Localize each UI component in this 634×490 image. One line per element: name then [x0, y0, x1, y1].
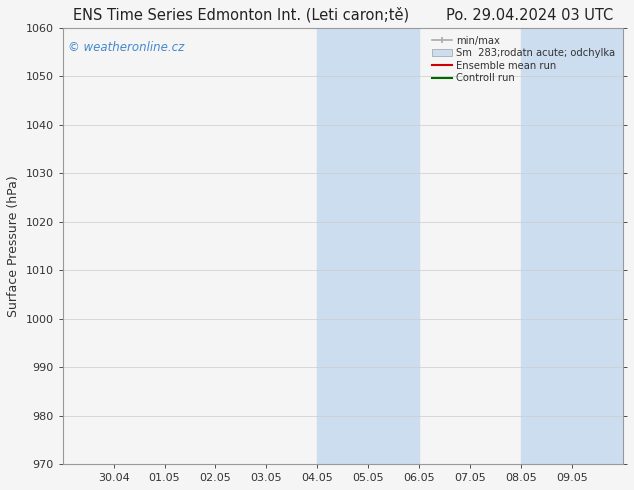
Y-axis label: Surface Pressure (hPa): Surface Pressure (hPa) [7, 175, 20, 317]
Text: © weatheronline.cz: © weatheronline.cz [68, 41, 184, 54]
Bar [317, 28, 419, 464]
Legend: min/max, Sm  283;rodatn acute; odchylka, Ensemble mean run, Controll run: min/max, Sm 283;rodatn acute; odchylka, … [429, 33, 618, 86]
Title: ENS Time Series Edmonton Int. (Leti caron;tě)        Po. 29.04.2024 03 UTC: ENS Time Series Edmonton Int. (Leti caro… [73, 7, 613, 23]
Bar [521, 28, 623, 464]
